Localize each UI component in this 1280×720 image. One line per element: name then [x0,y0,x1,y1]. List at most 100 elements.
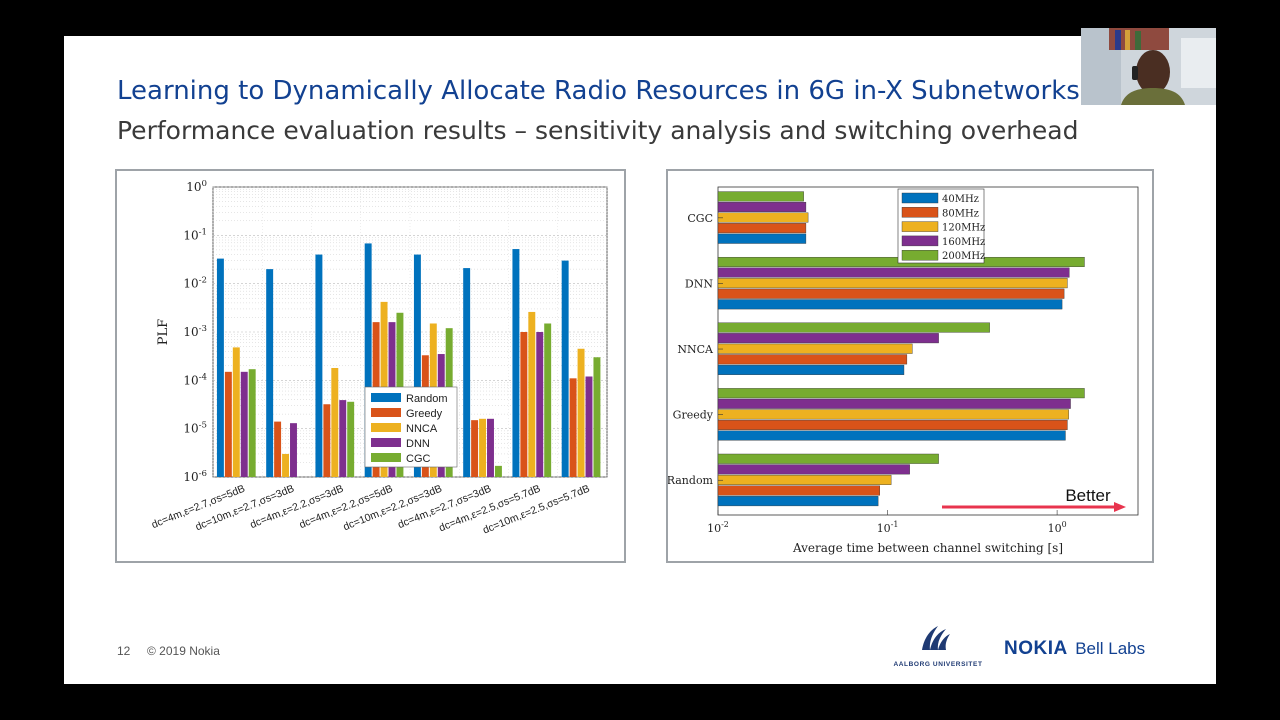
bar-cgc-5 [494,465,502,477]
x-axis-label: Average time between channel switching [… [792,541,1063,555]
bar-nnca-5 [479,418,487,477]
bell-labs-wordmark: Bell Labs [1075,639,1146,658]
bar-40mhz-3 [717,430,1066,441]
legend-label-40mhz: 40MHz [942,194,979,205]
slide-subtitle: Performance evaluation results – sensiti… [117,116,1079,145]
y-tick-label: 10-1 [183,227,207,242]
bar-cgc-6 [544,323,552,477]
bar-80mhz-3 [717,419,1068,430]
x-tick-label: 10-1 [877,520,899,535]
bar-200mhz-0 [717,191,804,202]
bar-random-5 [463,268,471,477]
bar-random-4 [413,254,421,477]
bar-greedy-7 [569,378,577,477]
legend-swatch-greedy [371,408,401,417]
bar-greedy-1 [274,421,282,477]
bar-random-6 [512,249,520,477]
legend-label-200mhz: 200MHz [942,251,985,262]
legend-swatch-nnca [371,423,401,432]
bar-dnn-1 [290,423,297,477]
legend-swatch-40mhz [901,192,939,204]
y-tick-label: 10-4 [183,372,207,387]
bar-greedy-0 [224,371,232,477]
copyright: © 2019 Nokia [147,644,220,658]
bar-40mhz-2 [717,364,905,375]
legend-label-nnca: NNCA [406,423,438,435]
bar-40mhz-4 [717,496,879,507]
y-tick-label: 10-6 [183,469,207,484]
bar-cgc-0 [248,369,256,477]
bar-random-7 [561,260,569,477]
bar-120mhz-1 [717,278,1068,289]
bar-nnca-0 [232,347,240,477]
bar-40mhz-0 [717,233,807,244]
slide: Learning to Dynamically Allocate Radio R… [64,36,1216,684]
slide-title: Learning to Dynamically Allocate Radio R… [117,76,1080,106]
bar-120mhz-3 [717,409,1069,420]
x-tick-label: 100 [1048,520,1067,535]
bar-120mhz-0 [717,212,809,223]
bar-160mhz-0 [717,201,807,212]
better-annotation: Better [1065,486,1111,505]
plf-chart-panel: 100 10-1 10-2 10-3 10-4 10-5 10-6 PLF dc=4m,ε=2.… [115,169,626,563]
legend-label-greedy: Greedy [406,408,443,420]
legend-label-80mhz: 80MHz [942,208,979,219]
legend-label-cgc: CGC [406,453,431,465]
legend-swatch-cgc [371,453,401,462]
bar-dnn-5 [487,418,494,477]
plf-bar-chart: 10010-110-210-310-410-510-6PLFdc=4m,ε=2.… [150,179,608,537]
aalborg-logo: AALBORG UNIVERSITET [893,626,982,668]
bar-200mhz-3 [717,388,1085,399]
x-tick-label: 10-2 [707,520,729,535]
bar-nnca-2 [331,367,339,477]
y-tick-label: NNCA [677,343,714,356]
y-tick-label: 100 [186,179,207,194]
y-tick-label: Random [668,474,714,487]
bar-80mhz-1 [717,288,1065,299]
bar-nnca-7 [577,348,585,477]
legend-swatch-160mhz [901,235,939,247]
presenter-webcam [1081,28,1216,105]
bar-greedy-5 [471,420,479,477]
better-arrow-head [1114,502,1126,512]
bar-120mhz-2 [717,343,913,354]
bar-nnca-6 [528,311,536,477]
bar-dnn-0 [240,371,248,477]
legend-label-120mhz: 120MHz [942,223,985,234]
y-tick-label: Greedy [673,409,714,422]
y-tick-label: DNN [685,277,713,290]
bar-cgc-2 [347,401,355,477]
bar-random-0 [216,258,224,477]
y-tick-label: 10-2 [183,276,207,291]
legend-label-random: Random [406,393,448,405]
bar-200mhz-4 [717,453,939,464]
legend-swatch-200mhz [901,249,939,261]
bar-80mhz-2 [717,354,908,365]
bar-dnn-2 [339,400,347,477]
bar-random-1 [266,269,274,477]
bar-160mhz-3 [717,398,1071,409]
switching-chart-panel: CGC DNN NNCA Greedy Random 10-2 10-1 100 Average… [666,169,1154,563]
nokia-wordmark: NOKIA [1004,638,1068,659]
bar-160mhz-4 [717,464,910,475]
bar-nnca-1 [282,453,290,477]
nokia-bell-labs-logo: NOKIA Bell Labs [1004,638,1145,660]
bar-120mhz-4 [717,474,892,485]
legend-swatch-80mhz [901,207,939,218]
aalborg-wave-icon [922,626,950,650]
y-axis-label: PLF [156,319,171,345]
legend-label-dnn: DNN [406,438,430,450]
bar-200mhz-2 [717,322,990,333]
y-tick-label: 10-3 [183,324,207,339]
bar-dnn-7 [585,376,593,477]
bar-random-3 [364,243,372,477]
y-tick-label: 10-5 [183,421,207,436]
aalborg-logo-text: AALBORG UNIVERSITET [893,661,982,668]
bar-dnn-6 [536,332,544,477]
bar-40mhz-1 [717,299,1063,310]
legend-label-160mhz: 160MHz [942,237,985,248]
bar-160mhz-2 [717,333,939,344]
bar-80mhz-4 [717,485,880,496]
bar-greedy-6 [520,332,528,477]
bar-160mhz-1 [717,267,1070,278]
